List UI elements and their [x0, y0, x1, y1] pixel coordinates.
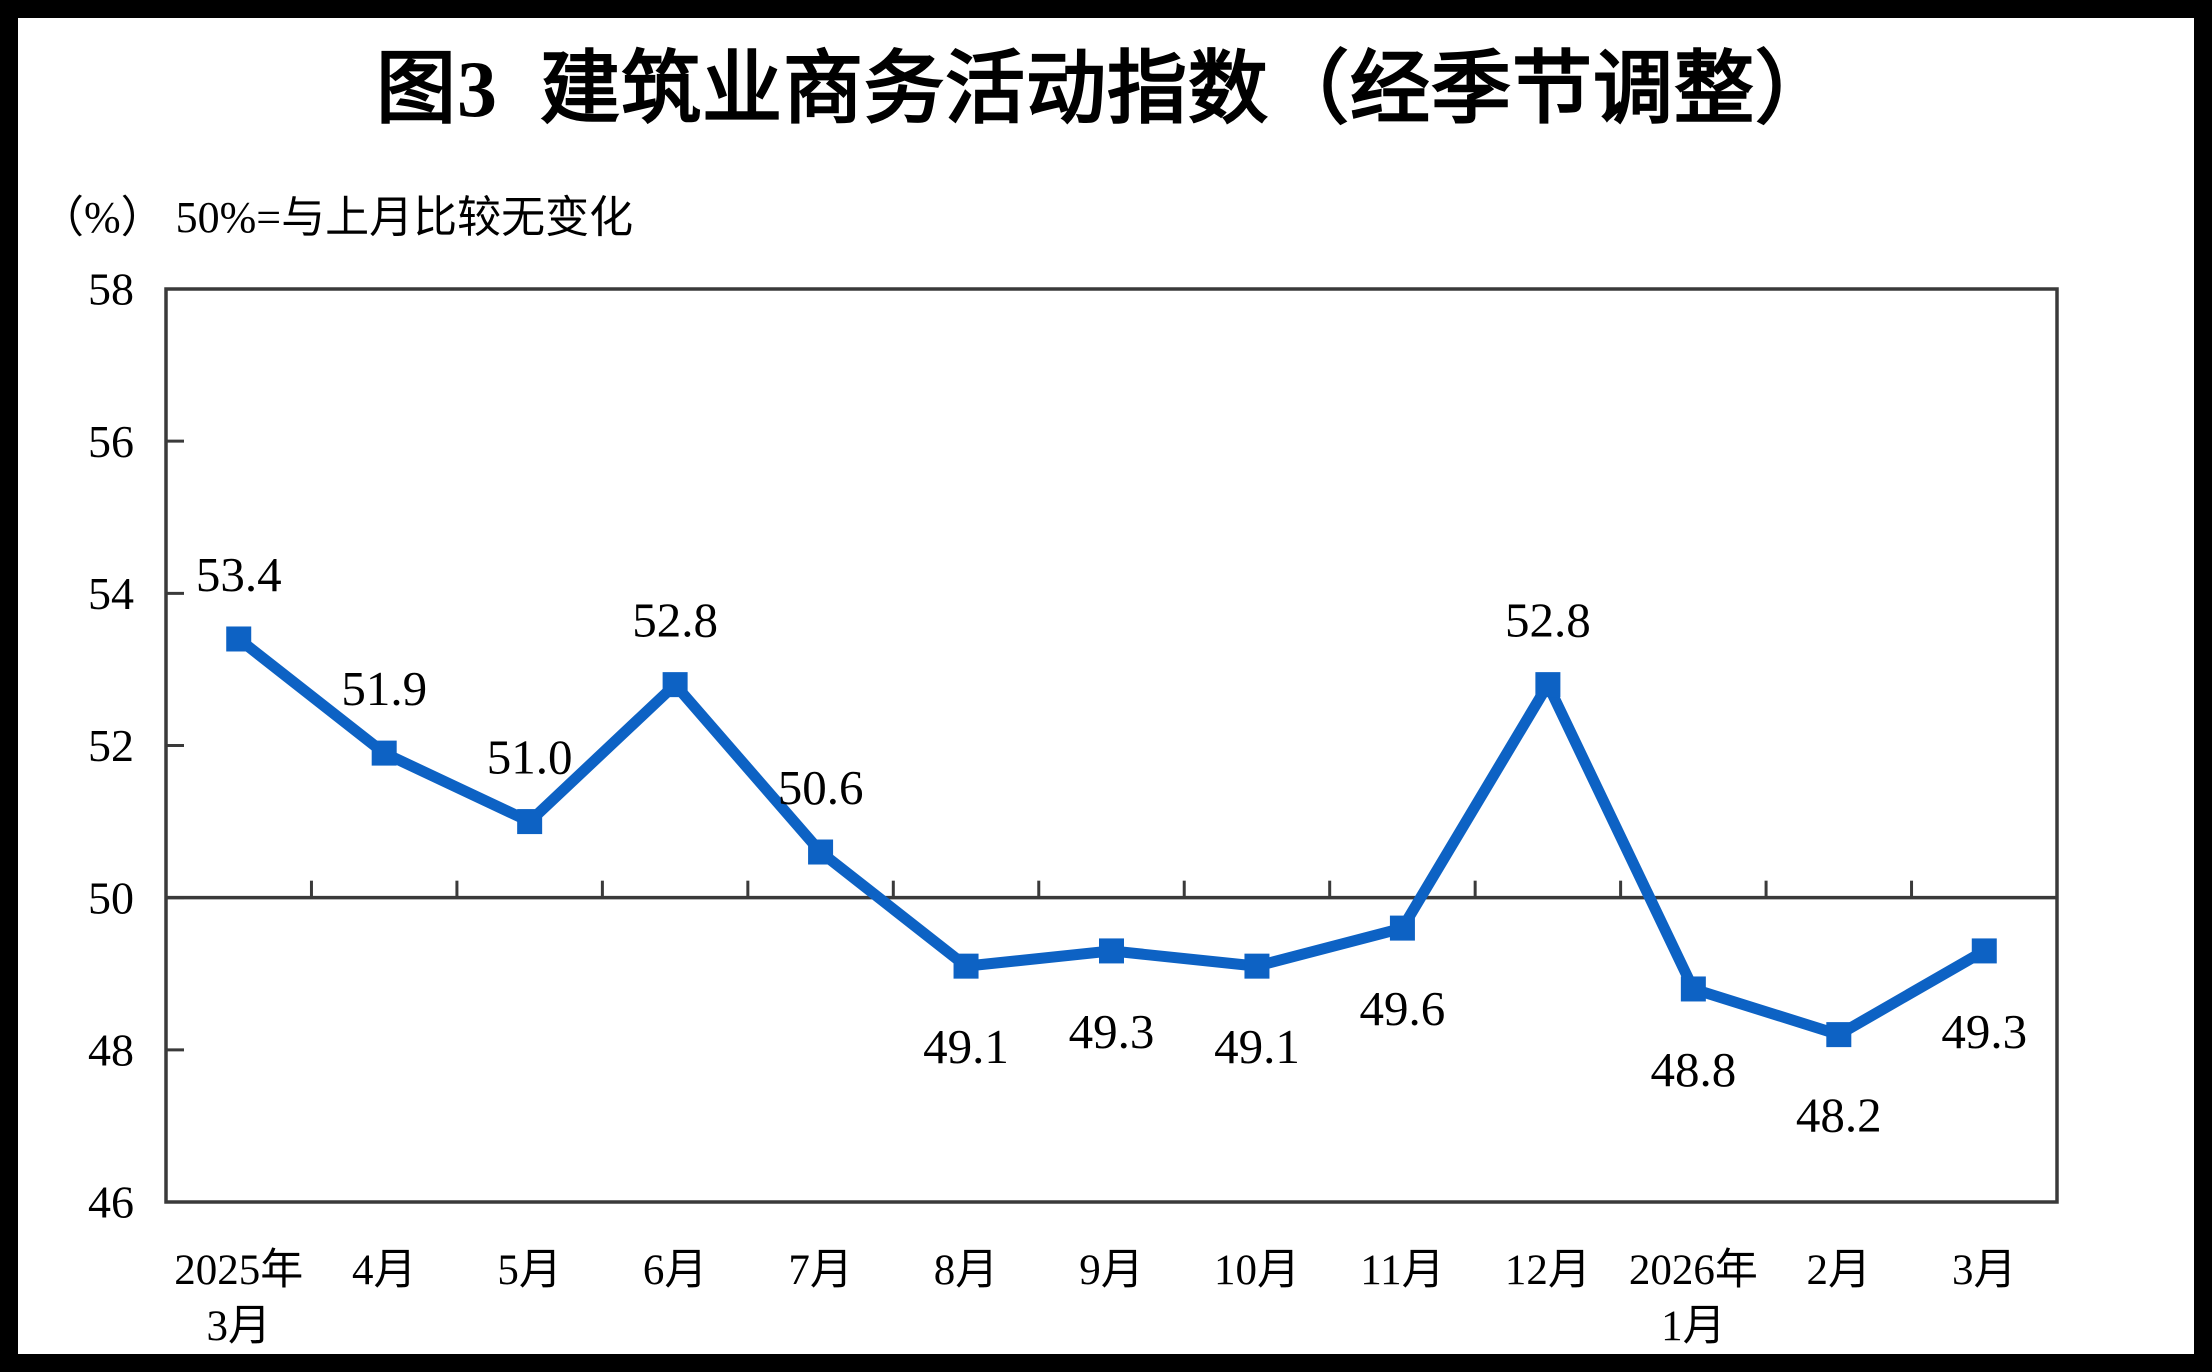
x-axis-label: 5月: [497, 1247, 562, 1294]
data-point-label: 50.6: [778, 760, 864, 815]
data-point-marker: [1099, 938, 1124, 964]
x-axis-label: 2月: [1807, 1247, 1872, 1294]
data-point-marker: [1244, 953, 1270, 979]
data-point-label: 52.8: [1505, 593, 1591, 648]
data-point-label: 53.4: [196, 547, 282, 602]
data-point-label: 52.8: [632, 593, 718, 648]
plot-area-border: [164, 287, 2059, 1204]
data-point-marker: [1680, 976, 1706, 1002]
data-point-label: 49.3: [1069, 1004, 1155, 1059]
data-point-marker: [226, 626, 252, 652]
data-point-label: 48.2: [1796, 1088, 1882, 1143]
data-point-label: 49.1: [1214, 1019, 1300, 1074]
data-point-marker: [953, 953, 979, 979]
data-point-label: 49.6: [1360, 981, 1446, 1036]
x-axis-label: 6月: [643, 1247, 708, 1294]
x-axis-label: 2025年 3月: [174, 1247, 303, 1350]
y-axis-tick-label: 58: [88, 264, 134, 315]
data-point-label: 51.9: [341, 661, 427, 716]
y-axis-tick-label: 50: [88, 872, 134, 923]
x-axis-label: 4月: [352, 1247, 417, 1294]
data-point-marker: [808, 839, 834, 865]
x-axis-label: 12月: [1505, 1247, 1591, 1294]
unit-note: （%） 50%=与上月比较无变化: [40, 193, 634, 242]
y-axis-tick-label: 48: [88, 1024, 134, 1075]
data-point-label: 49.3: [1941, 1004, 2027, 1059]
data-point-marker: [1535, 672, 1561, 698]
data-point-marker: [662, 672, 688, 698]
data-point-marker: [1389, 915, 1415, 941]
y-axis-tick-label: 52: [88, 720, 134, 771]
data-line: [235, 634, 1988, 1041]
x-axis-label: 8月: [934, 1247, 999, 1294]
data-point-marker: [1826, 1022, 1852, 1048]
data-point-marker: [1971, 938, 1997, 964]
x-axis-label: 9月: [1079, 1247, 1144, 1294]
data-point-marker: [517, 809, 543, 835]
data-point-label: 51.0: [487, 730, 573, 785]
x-axis-label: 2026年 1月: [1629, 1247, 1758, 1350]
data-point-marker: [371, 740, 397, 766]
x-axis-label: 11月: [1360, 1247, 1444, 1294]
x-axis-label: 3月: [1952, 1247, 2017, 1294]
data-point-label: 49.1: [923, 1019, 1009, 1074]
chart-title: 图3 建筑业商务活动指数（经季节调整）: [376, 46, 1836, 134]
y-axis-tick-label: 46: [88, 1177, 134, 1228]
y-axis-tick-label: 56: [88, 416, 134, 467]
y-axis-tick-label: 54: [88, 568, 134, 619]
x-axis-label: 7月: [788, 1247, 853, 1294]
x-axis-label: 10月: [1214, 1247, 1300, 1294]
data-point-label: 48.8: [1650, 1042, 1736, 1097]
